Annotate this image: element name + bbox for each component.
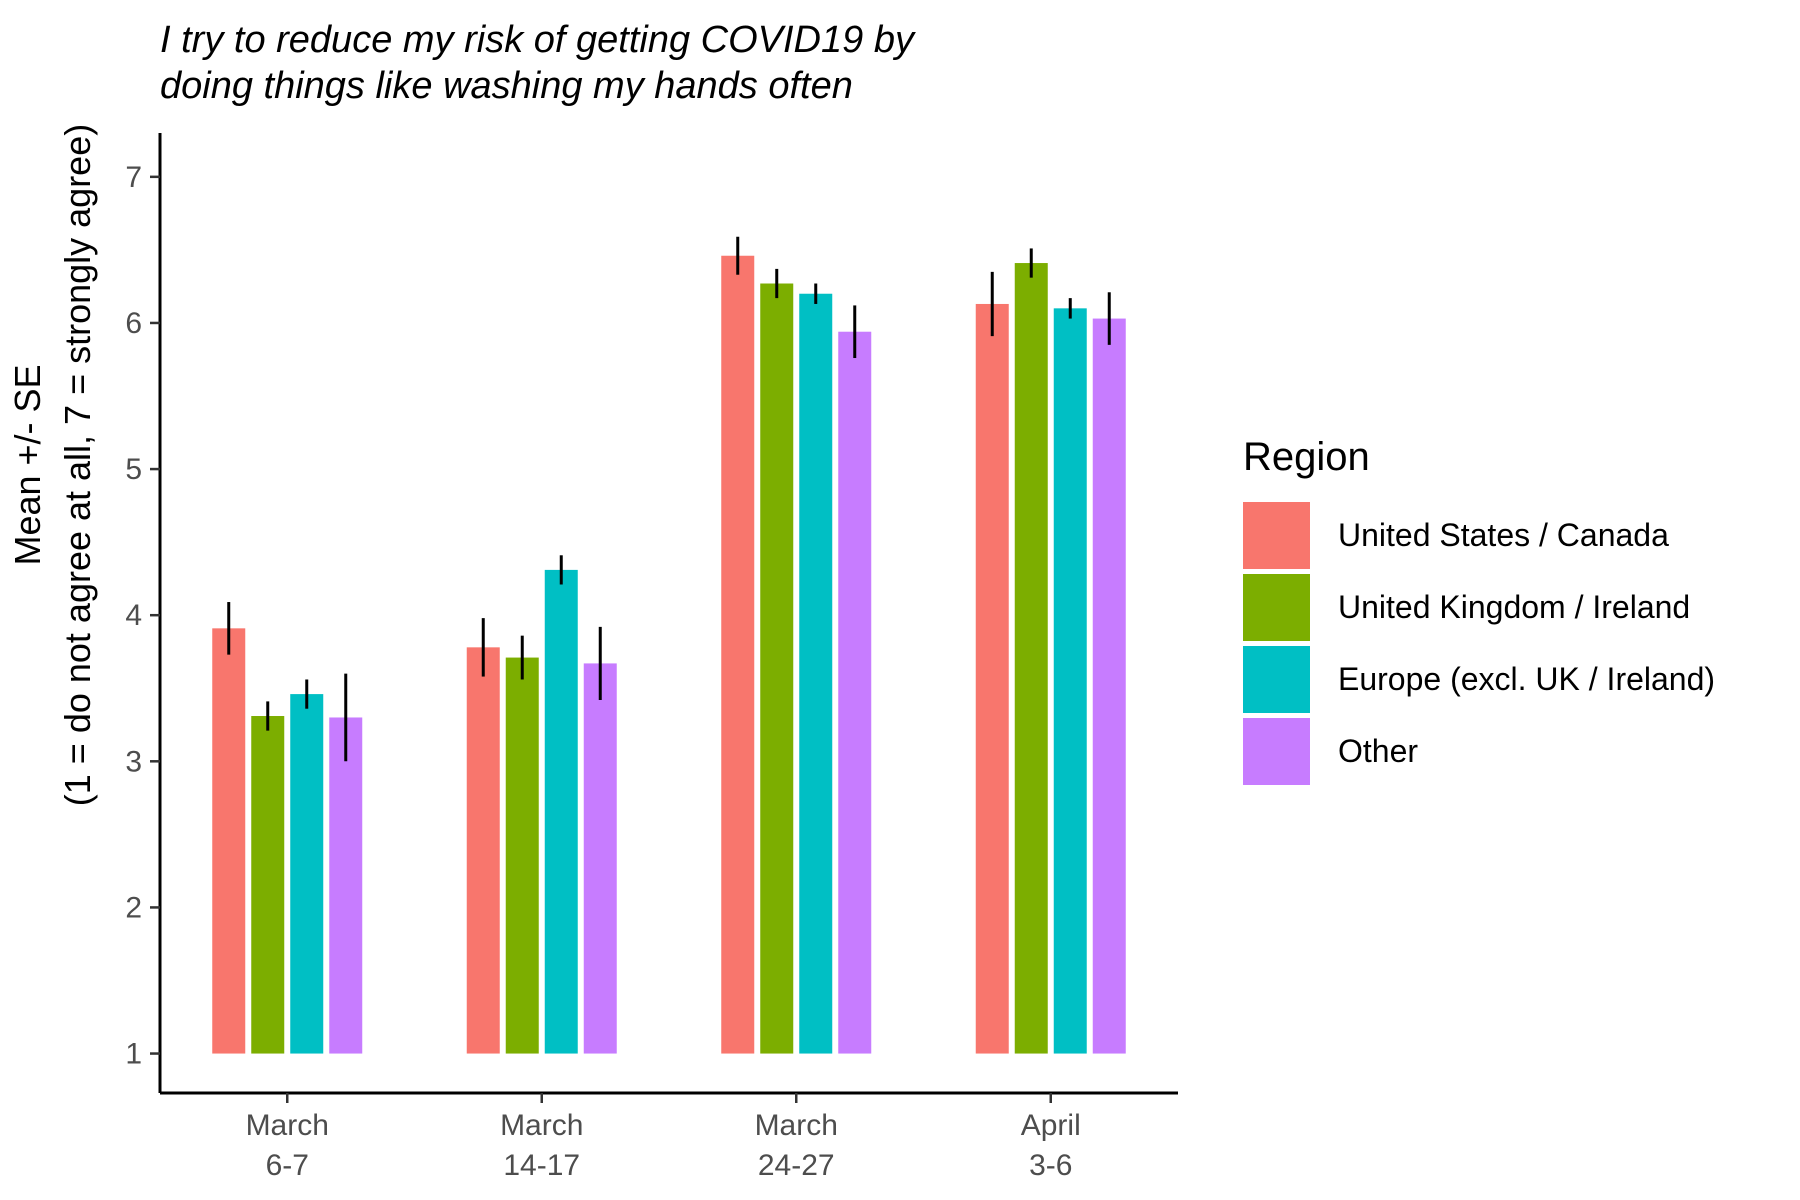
bar-series-4-cat-1 bbox=[329, 717, 363, 1054]
bar-series-3-cat-3 bbox=[799, 293, 833, 1054]
bar-series-3-cat-2 bbox=[544, 569, 578, 1054]
x-tick-label: March bbox=[246, 1109, 329, 1142]
legend-swatch bbox=[1243, 502, 1310, 569]
chart-title-line-1: I try to reduce my risk of getting COVID… bbox=[160, 19, 916, 61]
bar-series-4-cat-4 bbox=[1092, 318, 1126, 1054]
bar-series-1-cat-4 bbox=[975, 303, 1009, 1054]
plot-area bbox=[212, 236, 1126, 1054]
x-tick-label: 6-7 bbox=[266, 1149, 309, 1182]
x-tick-label: March bbox=[500, 1109, 583, 1142]
y-tick-label: 1 bbox=[125, 1038, 142, 1071]
legend-swatch bbox=[1243, 646, 1310, 713]
legend: Region United States / Canada United King… bbox=[1243, 435, 1715, 785]
y-tick-label: 7 bbox=[125, 161, 142, 194]
y-tick-label: 2 bbox=[125, 891, 142, 924]
x-tick-label: 14-17 bbox=[503, 1149, 580, 1182]
chart-title: I try to reduce my risk of getting COVID… bbox=[160, 19, 916, 107]
bar-series-3-cat-1 bbox=[290, 694, 324, 1054]
x-tick-label: 24-27 bbox=[758, 1149, 835, 1182]
y-tick-label: 3 bbox=[125, 745, 142, 778]
bar-series-1-cat-2 bbox=[466, 647, 500, 1054]
legend-title: Region bbox=[1243, 435, 1370, 479]
bar-series-2-cat-1 bbox=[251, 716, 285, 1054]
bar-series-4-cat-3 bbox=[838, 331, 872, 1054]
bar-series-3-cat-4 bbox=[1053, 308, 1087, 1054]
x-tick-label: 3-6 bbox=[1029, 1149, 1072, 1182]
x-axis: March 6-7 March 14-17 March 24-27 April 3-6 bbox=[160, 1091, 1178, 1182]
x-tick-label: April bbox=[1021, 1109, 1081, 1142]
y-axis: 1 2 3 4 5 6 7 bbox=[125, 133, 162, 1093]
bar-series-4-cat-2 bbox=[583, 663, 617, 1054]
y-tick-label: 5 bbox=[125, 453, 142, 486]
y-axis-title-line-2: (1 = do not agree at all, 7 = strongly a… bbox=[57, 124, 98, 806]
bar-series-1-cat-1 bbox=[212, 628, 246, 1054]
chart-title-line-2: doing things like washing my hands often bbox=[160, 65, 853, 107]
legend-swatch bbox=[1243, 574, 1310, 641]
legend-label: United Kingdom / Ireland bbox=[1338, 589, 1690, 625]
legend-label: United States / Canada bbox=[1338, 517, 1669, 553]
bar-series-2-cat-4 bbox=[1014, 263, 1048, 1054]
legend-swatch bbox=[1243, 718, 1310, 785]
x-tick-label: March bbox=[755, 1109, 838, 1142]
bar-series-2-cat-3 bbox=[760, 283, 794, 1054]
legend-label: Europe (excl. UK / Ireland) bbox=[1338, 661, 1715, 697]
y-tick-label: 6 bbox=[125, 307, 142, 340]
y-axis-title: Mean +/- SE (1 = do not agree at all, 7 … bbox=[7, 124, 98, 806]
y-axis-title-line-1: Mean +/- SE bbox=[7, 364, 48, 565]
y-tick-label: 4 bbox=[125, 599, 142, 632]
legend-label: Other bbox=[1338, 733, 1418, 769]
bar-series-1-cat-3 bbox=[721, 255, 755, 1054]
bar-series-2-cat-2 bbox=[505, 657, 539, 1054]
